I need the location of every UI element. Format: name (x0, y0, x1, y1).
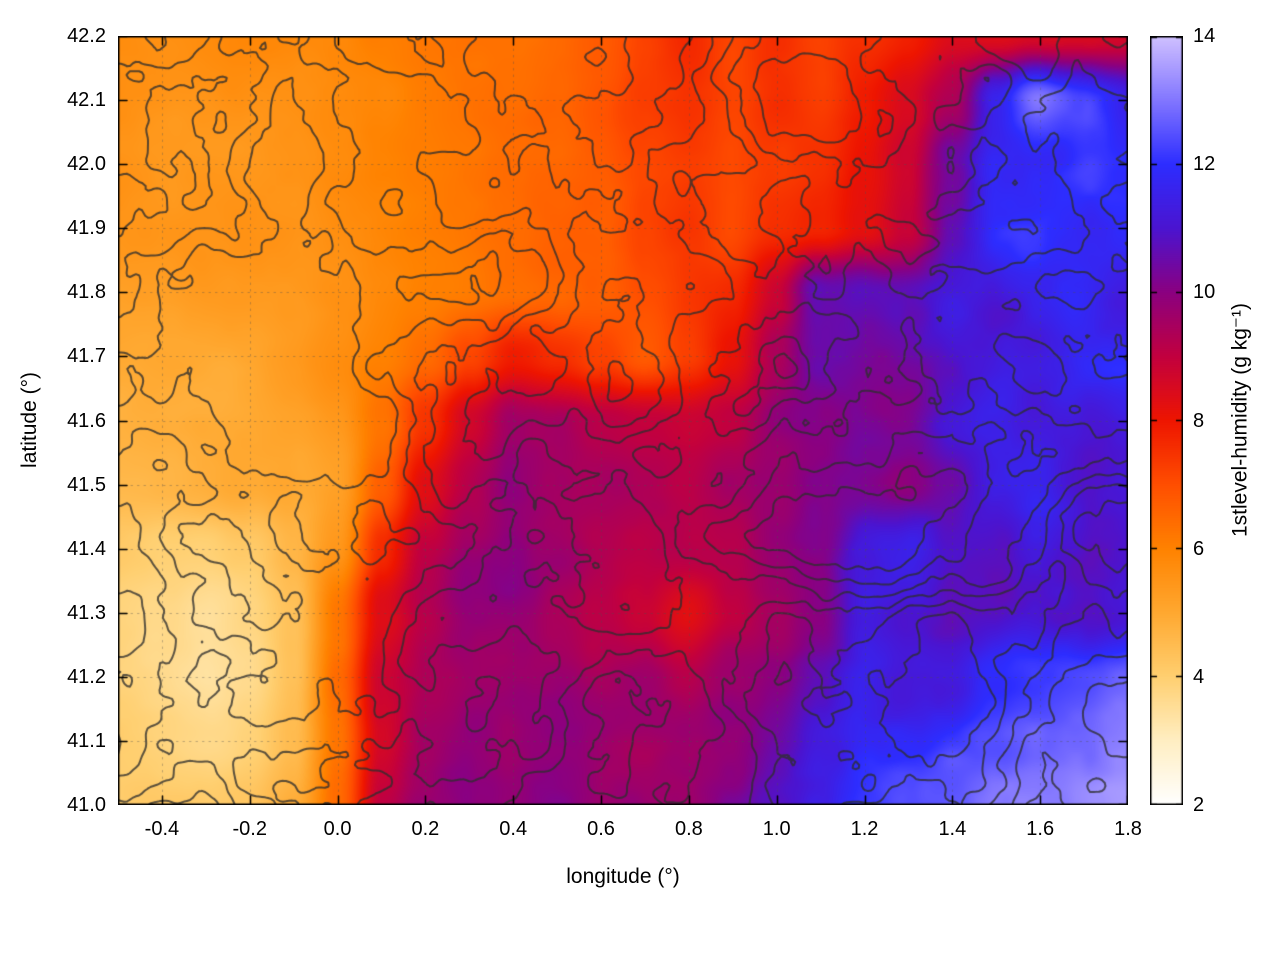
y-tick-label: 41.5 (67, 473, 106, 496)
x-tick-label: -0.4 (144, 818, 180, 840)
colorbar-tick-label: 2 (1193, 794, 1205, 816)
x-tick-label: -0.2 (232, 818, 267, 840)
x-tick-label: 1.6 (1026, 818, 1055, 840)
x-tick-label: 1.8 (1114, 818, 1142, 840)
x-tick-label: 0.8 (674, 818, 703, 840)
y-tick-label: 41.6 (67, 409, 106, 432)
y-tick-label: 41.9 (67, 217, 106, 240)
colorbar (1150, 36, 1183, 805)
colorbar-tick-label: 4 (1193, 665, 1205, 688)
x-tick-label: 0.2 (411, 818, 440, 840)
y-tick-label: 41.8 (67, 281, 106, 304)
x-tick-label: 0.4 (499, 818, 528, 840)
y-tick-label: 42.0 (67, 153, 106, 176)
x-axis-label: longitude (°) (566, 865, 680, 888)
y-tick-label: 42.2 (67, 25, 106, 47)
colorbar-tick-label: 12 (1193, 153, 1216, 176)
y-tick-label: 42.1 (67, 89, 106, 112)
colorbar-tick-label: 10 (1193, 281, 1216, 304)
x-tick-label: 1.0 (762, 818, 791, 840)
colorbar-tick-label: 6 (1193, 537, 1205, 560)
y-tick-label: 41.3 (67, 601, 106, 624)
colorbar-tick-label: 8 (1193, 409, 1205, 432)
y-tick-label: 41.4 (67, 537, 106, 560)
x-tick-label: 0.0 (323, 818, 352, 840)
x-tick-label: 0.6 (587, 818, 615, 840)
y-tick-label: 41.0 (67, 794, 106, 816)
colorbar-tick-label: 14 (1193, 25, 1216, 47)
x-tick-label: 1.2 (850, 818, 879, 840)
heatmap-canvas (118, 36, 1128, 805)
x-tick-label: 1.4 (938, 818, 967, 840)
y-tick-label: 41.2 (67, 665, 106, 688)
y-tick-label: 41.7 (67, 345, 106, 368)
y-tick-label: 41.1 (67, 729, 106, 752)
